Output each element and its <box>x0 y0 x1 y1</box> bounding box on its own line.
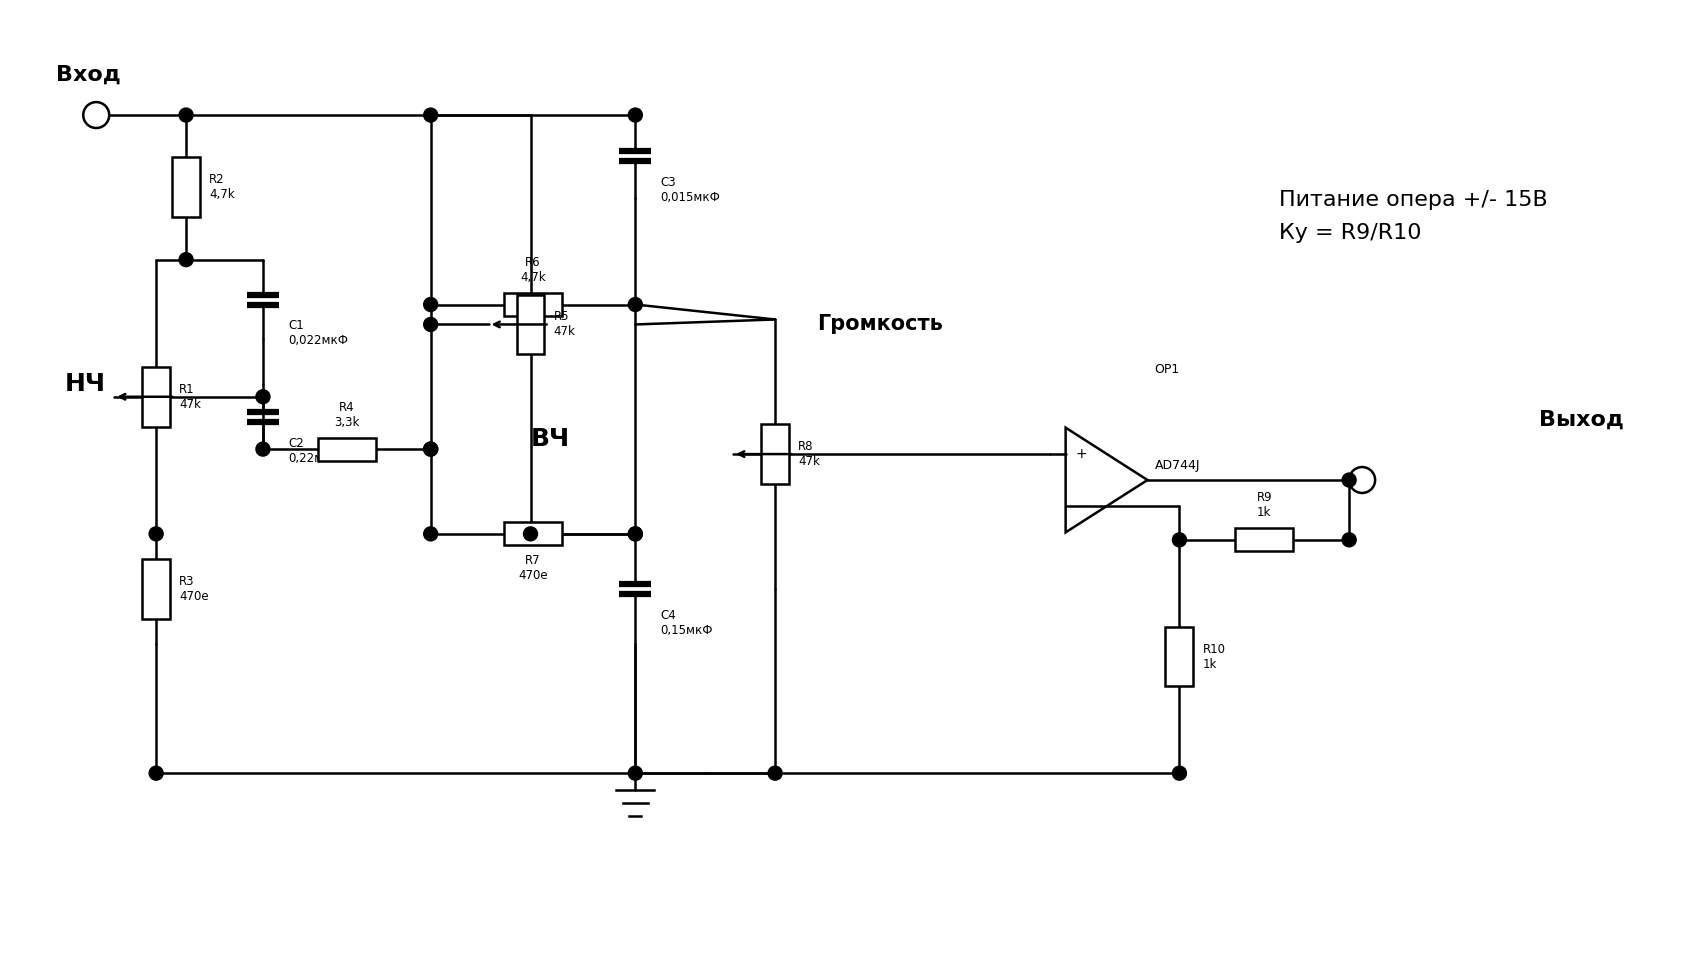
Circle shape <box>524 527 537 541</box>
Circle shape <box>150 766 163 780</box>
Text: Вход: Вход <box>56 65 121 85</box>
Text: R10
1k: R10 1k <box>1202 642 1226 671</box>
Text: R5
47k: R5 47k <box>554 310 576 338</box>
Text: Громкость: Громкость <box>817 314 943 334</box>
FancyBboxPatch shape <box>141 367 170 426</box>
Text: R2
4,7k: R2 4,7k <box>209 173 234 202</box>
Circle shape <box>179 109 194 122</box>
Text: Питание опера +/- 15В
Ку = R9/R10: Питание опера +/- 15В Ку = R9/R10 <box>1280 190 1548 242</box>
Circle shape <box>256 442 269 456</box>
Circle shape <box>424 297 438 311</box>
Circle shape <box>1172 766 1187 780</box>
Text: C4
0,15мкФ: C4 0,15мкФ <box>660 609 712 637</box>
FancyBboxPatch shape <box>504 293 562 316</box>
Text: ВЧ: ВЧ <box>530 427 571 452</box>
Text: C1
0,022мкФ: C1 0,022мкФ <box>288 320 349 348</box>
Circle shape <box>768 766 781 780</box>
Circle shape <box>424 109 438 122</box>
Circle shape <box>1342 533 1356 547</box>
Text: AD744J: AD744J <box>1155 459 1201 472</box>
Circle shape <box>424 442 438 456</box>
Circle shape <box>628 527 642 541</box>
Text: НЧ: НЧ <box>66 372 106 396</box>
Text: C2
0,22мкФ: C2 0,22мкФ <box>288 437 340 465</box>
Text: OP1: OP1 <box>1155 362 1180 376</box>
FancyBboxPatch shape <box>761 424 790 484</box>
Circle shape <box>424 442 438 456</box>
Circle shape <box>1172 533 1187 547</box>
Circle shape <box>628 297 642 311</box>
Text: +: + <box>1076 447 1088 461</box>
Text: R4
3,3k: R4 3,3k <box>333 400 359 428</box>
Text: R7
470e: R7 470e <box>519 554 547 582</box>
Circle shape <box>628 527 642 541</box>
Text: R8
47k: R8 47k <box>798 440 820 468</box>
Text: R1
47k: R1 47k <box>179 383 200 411</box>
Text: Выход: Выход <box>1539 409 1623 429</box>
FancyBboxPatch shape <box>318 438 376 460</box>
FancyBboxPatch shape <box>172 157 200 217</box>
Text: −: − <box>1076 499 1088 514</box>
Text: R9
1k: R9 1k <box>1256 491 1271 519</box>
Text: C3
0,015мкФ: C3 0,015мкФ <box>660 176 721 204</box>
Circle shape <box>628 766 642 780</box>
Circle shape <box>424 527 438 541</box>
Circle shape <box>1342 473 1356 487</box>
Text: R6
4,7k: R6 4,7k <box>520 256 546 284</box>
Circle shape <box>628 109 642 122</box>
Circle shape <box>179 253 194 266</box>
Circle shape <box>256 390 269 404</box>
FancyBboxPatch shape <box>1165 627 1194 686</box>
FancyBboxPatch shape <box>141 559 170 618</box>
Circle shape <box>150 527 163 541</box>
Text: R3
470e: R3 470e <box>179 575 209 603</box>
FancyBboxPatch shape <box>1236 528 1293 551</box>
Circle shape <box>424 318 438 331</box>
FancyBboxPatch shape <box>504 522 562 546</box>
FancyBboxPatch shape <box>517 295 544 355</box>
